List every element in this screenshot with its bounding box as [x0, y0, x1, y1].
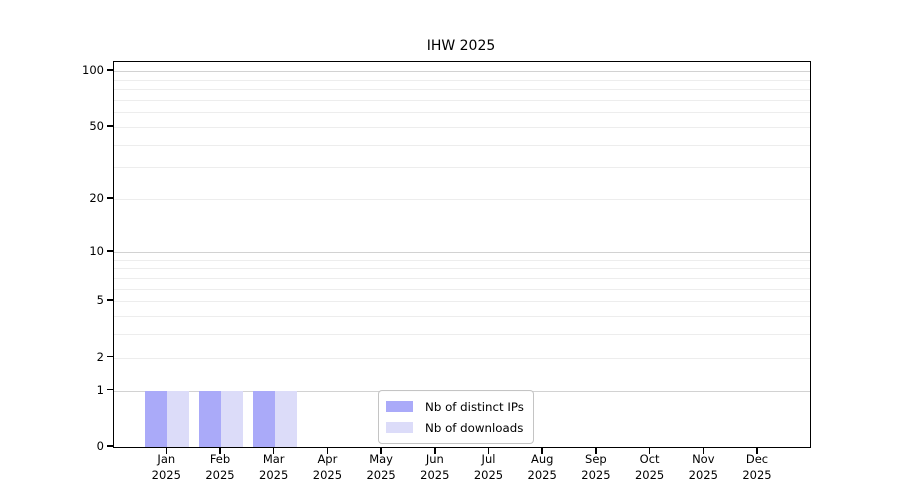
x-tick-label: Aug 2025	[510, 452, 574, 483]
y-gridline-minor	[114, 126, 810, 128]
x-tick-label: Mar 2025	[242, 452, 306, 483]
bar-downloads	[274, 390, 297, 447]
x-tick-label: Jul 2025	[457, 452, 521, 483]
y-gridline-minor	[114, 199, 810, 201]
x-tick-label-line: Jul	[481, 452, 496, 466]
x-tick-label-line: Dec	[745, 452, 769, 466]
x-tick-mark	[487, 447, 490, 454]
x-tick-label: Feb 2025	[188, 452, 252, 483]
bar-downloads	[167, 390, 190, 447]
y-tick-label: 0	[96, 439, 104, 453]
y-tick-label: 100	[82, 63, 104, 78]
x-tick-label-line: Aug	[530, 452, 554, 466]
legend-swatch	[386, 422, 413, 433]
y-gridline-minor	[114, 357, 810, 359]
x-tick-label-line: 2025	[581, 467, 611, 482]
x-tick-mark	[380, 447, 382, 454]
x-tick-label: Jun 2025	[403, 452, 467, 483]
x-tick-label-line: Mar	[262, 452, 285, 466]
y-gridline-minor	[114, 259, 810, 261]
plot-area	[113, 61, 811, 448]
y-gridline-minor	[114, 89, 810, 91]
bar-distinct-ips	[199, 390, 221, 447]
y-tick-label: 1	[96, 382, 104, 397]
y-gridline-minor	[114, 79, 810, 81]
x-tick-label-line: 2025	[259, 467, 289, 482]
y-tick-mark	[107, 355, 113, 358]
y-tick-label: 5	[96, 293, 104, 308]
y-gridline-major	[114, 251, 810, 253]
y-gridline-major	[114, 71, 810, 73]
y-tick-mark	[107, 445, 113, 447]
y-tick-mark	[107, 197, 113, 199]
x-tick-label-line: Sep	[585, 452, 607, 466]
y-tick-mark	[107, 69, 113, 71]
x-tick-label-line: 2025	[420, 467, 450, 482]
x-tick-mark	[434, 447, 436, 454]
y-gridline-minor	[114, 144, 810, 146]
x-tick-label: Nov 2025	[671, 452, 735, 483]
x-tick-label-line: 2025	[205, 467, 235, 482]
x-tick-label-line: Jun	[425, 452, 444, 466]
y-tick-label: 2	[96, 349, 104, 364]
x-tick-label-line: May	[369, 452, 393, 466]
y-tick-mark	[107, 249, 113, 252]
x-tick-label-line: Jan	[157, 452, 176, 466]
x-tick-label-line: Oct	[639, 452, 660, 466]
x-tick-label: Jan 2025	[134, 452, 198, 483]
y-gridline-minor	[114, 301, 810, 303]
bar-distinct-ips	[252, 390, 275, 447]
y-gridline-minor	[114, 99, 810, 101]
x-tick-label-line: 2025	[634, 467, 665, 482]
y-tick-mark	[107, 299, 113, 301]
bar-distinct-ips	[145, 390, 168, 447]
x-tick-mark	[165, 447, 168, 454]
x-tick-mark	[648, 447, 651, 454]
x-tick-label-line: 2025	[151, 467, 181, 482]
legend-label: Nb of downloads	[425, 420, 524, 435]
x-tick-label: Dec 2025	[725, 452, 789, 483]
x-tick-label: Sep 2025	[564, 452, 628, 483]
x-tick-label-line: 2025	[312, 467, 343, 482]
y-tick-label: 50	[89, 118, 104, 133]
y-gridline-minor	[114, 167, 810, 169]
legend-item: Nb of downloads	[386, 417, 524, 438]
x-tick-label-line: 2025	[742, 467, 772, 482]
y-tick-mark	[107, 388, 113, 391]
x-tick-label-line: 2025	[688, 467, 718, 482]
legend-item: Nb of distinct IPs	[386, 396, 524, 417]
x-tick-label: Apr 2025	[295, 452, 359, 483]
x-tick-label-line: Feb	[209, 452, 231, 466]
legend-label: Nb of distinct IPs	[425, 399, 524, 414]
y-gridline-minor	[114, 112, 810, 114]
y-gridline-minor	[114, 288, 810, 290]
x-tick-mark	[702, 447, 705, 454]
x-tick-mark	[326, 447, 329, 454]
x-tick-label: May 2025	[349, 452, 413, 483]
x-tick-mark	[541, 447, 543, 454]
x-tick-label-line: 2025	[366, 467, 396, 482]
x-tick-label: Oct 2025	[618, 452, 682, 483]
x-tick-mark	[219, 447, 221, 454]
y-gridline-minor	[114, 268, 810, 270]
x-tick-label-line: Apr	[317, 452, 338, 466]
legend: Nb of distinct IPs Nb of downloads	[378, 390, 534, 444]
y-gridline-minor	[114, 315, 810, 317]
bar-downloads	[221, 390, 243, 447]
y-tick-label: 20	[89, 191, 104, 206]
y-tick-label: 10	[89, 243, 104, 258]
x-tick-label-line: 2025	[527, 467, 557, 482]
y-gridline-minor	[114, 334, 810, 336]
chart-title: IHW 2025	[426, 38, 496, 54]
legend-swatch	[386, 401, 413, 412]
y-tick-mark	[107, 125, 113, 127]
x-tick-mark	[595, 447, 597, 454]
y-gridline-minor	[114, 277, 810, 279]
x-tick-label-line: Nov	[692, 452, 715, 466]
x-tick-mark	[272, 447, 275, 454]
x-tick-mark	[756, 447, 758, 454]
x-tick-label-line: 2025	[473, 467, 504, 482]
